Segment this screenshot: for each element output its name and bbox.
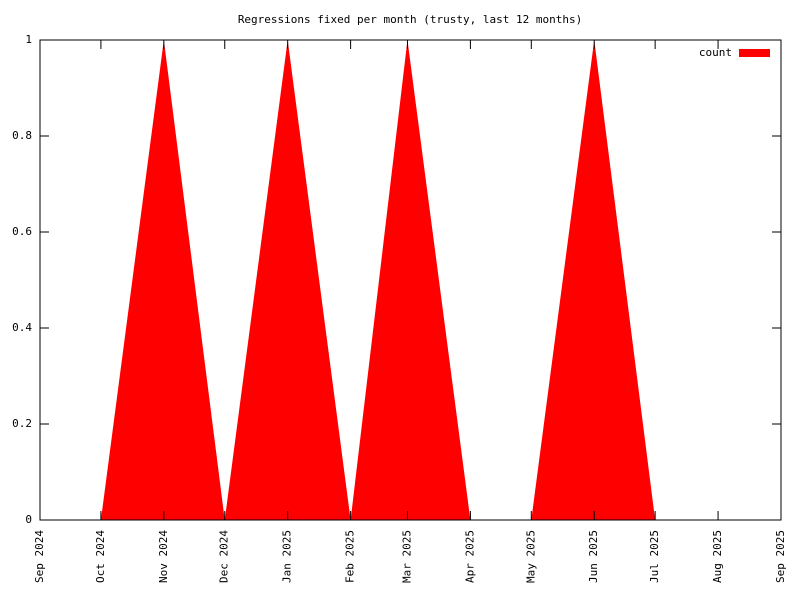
x-tick-label: Aug 2025	[711, 530, 724, 583]
x-tick-label: Oct 2024	[94, 530, 107, 583]
x-tick-label: Feb 2025	[344, 530, 357, 583]
chart-title: Regressions fixed per month (trusty, las…	[238, 13, 582, 26]
legend-swatch	[739, 49, 770, 57]
y-tick-label: 0.4	[12, 321, 32, 334]
y-tick-label: 0.2	[12, 417, 32, 430]
x-tick-label: May 2025	[524, 530, 537, 583]
y-tick-label: 0.8	[12, 129, 32, 142]
y-tick-label: 1	[25, 33, 32, 46]
x-tick-label: Jan 2025	[281, 530, 294, 583]
x-tick-label: Sep 2024	[33, 530, 46, 583]
area	[40, 40, 781, 520]
x-tick-label: Nov 2024	[157, 530, 170, 583]
y-tick-label: 0.6	[12, 225, 32, 238]
x-tick-label: Jul 2025	[648, 530, 661, 583]
x-tick-label: Dec 2024	[218, 530, 231, 583]
x-tick-label: Mar 2025	[400, 530, 413, 583]
x-tick-label: Apr 2025	[463, 530, 476, 583]
plot-frame	[39, 39, 782, 521]
x-tick-label: Jun 2025	[587, 530, 600, 583]
x-tick-label: Sep 2025	[774, 530, 787, 583]
legend-label: count	[699, 46, 732, 59]
y-tick-label: 0	[25, 513, 32, 526]
